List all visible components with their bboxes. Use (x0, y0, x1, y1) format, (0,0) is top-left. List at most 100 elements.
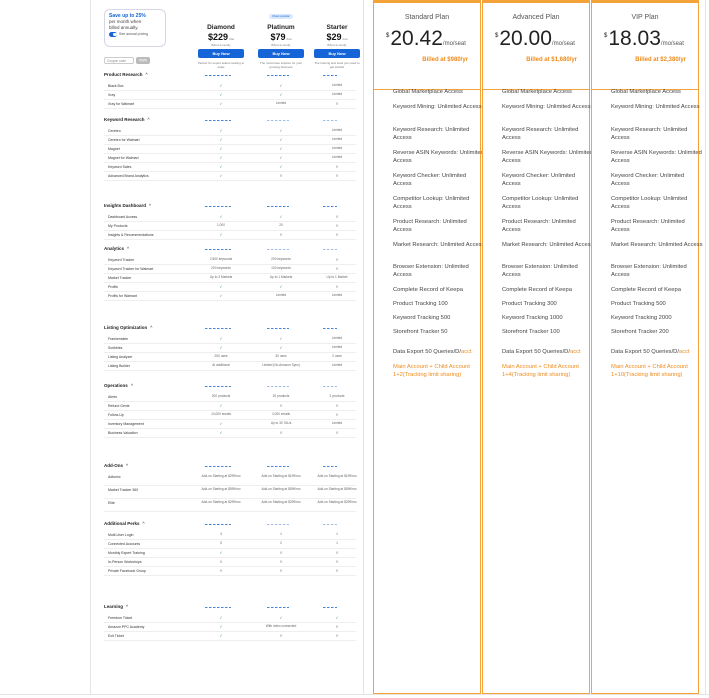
cell-value: Add-on Starting at $299/mo (201, 473, 241, 478)
section-header-3[interactable]: Analytics ^ (104, 246, 356, 251)
table-row: Listing Analyzer 250 uses 30 uses 2 uses (104, 353, 356, 362)
feature-item: Keyword Tracking 1000 (502, 315, 563, 321)
feature-item: Keyword Checker: Unlimited Access (611, 173, 685, 187)
table-row: Inventory Management ✓ Up to 30 TAUs Limite… (104, 420, 356, 429)
feature-item: Keyword Checker: Unlimited Access (502, 173, 576, 187)
currency-symbol: $ (604, 33, 608, 39)
price-value: 20.42 (390, 27, 443, 50)
price-unit: /mo/seat (551, 41, 575, 47)
account-item: Main Account + Child Account 1+4(Trackin… (502, 364, 579, 378)
section-header-5[interactable]: Operations ^ (104, 383, 356, 388)
check-icon: ✓ (219, 292, 223, 298)
promo-title: Save up to 25% (109, 13, 146, 19)
buy-now-button[interactable]: Buy Now (258, 49, 304, 58)
cross-icon: ✕ (279, 549, 283, 555)
check-icon: ✓ (219, 82, 223, 88)
check-icon: ✓ (279, 91, 283, 97)
feature-item: Keyword Mining: Unlimited Access (611, 104, 700, 110)
tier-bar (205, 607, 231, 609)
chevron-up-icon[interactable]: ^ (149, 203, 152, 208)
section-header-1[interactable]: Keyword Research ^ (104, 117, 356, 122)
check-icon: ✓ (219, 420, 223, 426)
cross-icon: ✕ (279, 231, 283, 237)
feature-item: Product Tracking 100 (393, 301, 448, 307)
feature-item: Product Research: Unlimited Access (611, 219, 685, 233)
cell-value: Add-on Starting at $299/mo (261, 499, 301, 504)
buy-now-button[interactable]: Buy Now (314, 49, 360, 58)
check-icon: ✓ (219, 172, 223, 178)
cell-value: Limited (331, 136, 343, 141)
account-item: Main Account + Child Account 1+2(Trackin… (393, 364, 470, 378)
feature-item: Keyword Research: Unlimited Access (502, 127, 579, 141)
cross-icon: ✕ (335, 411, 339, 417)
section-title: Analytics (104, 246, 125, 251)
toggle-switch-icon[interactable] (109, 32, 117, 37)
account-item: Main Account + Child Account 1+10(Tracki… (611, 364, 688, 378)
chevron-up-icon[interactable]: ^ (150, 325, 153, 330)
section-header-8[interactable]: Learning ^ (104, 604, 356, 609)
cell-value: 20 products (272, 393, 290, 398)
section-header-6[interactable]: Add-Ons ^ (104, 463, 356, 468)
section-header-7[interactable]: Additional Perks ^ (104, 521, 356, 526)
section-header-0[interactable]: Product Research ^ (104, 72, 356, 77)
section-header-2[interactable]: Insights Dashboard ^ (104, 203, 356, 208)
cell-value: Limited (331, 127, 343, 132)
feature-item: Reverse ASIN Keywords: Unlimited Access (393, 150, 484, 164)
table-row: Amazon PPC Academy ✓ With video connected ✕ (104, 623, 356, 632)
tier-bar (267, 249, 289, 251)
price-value: $229 (207, 32, 228, 42)
feature-label: Frankenstein (108, 337, 129, 341)
check-icon: ✓ (279, 213, 283, 219)
cell-value: 1 (336, 540, 338, 545)
cell-value: Add-on Starting at $599/mo (261, 486, 301, 491)
cell-value: Add-on Starting at $199/mo (317, 473, 357, 478)
feature-item: Reverse ASIN Keywords: Unlimited Access (502, 150, 593, 164)
chevron-up-icon[interactable]: ^ (142, 521, 145, 526)
cell-value: 1,000 (217, 222, 225, 227)
cell-value: Limited (275, 100, 287, 105)
chevron-up-icon[interactable]: ^ (130, 383, 133, 388)
section-title: Product Research (104, 72, 143, 77)
cell-value: 1 (336, 531, 338, 536)
price-unit: /mo/seat (660, 41, 684, 47)
apply-button[interactable]: Apply (136, 57, 150, 64)
feature-label: Listing Builder (108, 364, 130, 368)
check-icon: ✓ (219, 91, 223, 97)
feature-label: Profits (108, 285, 118, 289)
feature-item: Browser Extension: Unlimited Access (611, 264, 687, 278)
chevron-up-icon[interactable]: ^ (145, 72, 148, 77)
check-icon: ✓ (279, 136, 283, 142)
tier-bar (267, 120, 289, 122)
feature-label: Elite (108, 501, 115, 505)
check-icon: ✓ (219, 335, 223, 341)
buy-now-button[interactable]: Buy Now (198, 49, 244, 58)
cross-icon: ✕ (335, 100, 339, 106)
tier-bar (267, 466, 289, 468)
section-title: Add-Ons (104, 463, 123, 468)
table-row: Scribbles ✓ ✓ Limited (104, 344, 356, 353)
chevron-up-icon[interactable]: ^ (126, 463, 129, 468)
feature-label: Listing Analyzer (108, 355, 133, 359)
feature-label: Magnet for Walmart (108, 156, 139, 160)
feature-item: Market Research: Unlimited Access (502, 242, 594, 248)
feature-item: Competitor Lookup: Unlimited Access (611, 196, 688, 210)
cross-icon: ✕ (279, 567, 283, 573)
coupon-form: Coupon code Apply (104, 57, 150, 64)
chevron-up-icon[interactable]: ^ (147, 117, 150, 122)
table-row: Market Tracker Up to 3 Markets Up to 1 Mar… (104, 274, 356, 283)
section-header-4[interactable]: Listing Optimization ^ (104, 325, 356, 330)
annual-toggle[interactable]: See annual pricing (109, 32, 161, 37)
currency-symbol: $ (386, 33, 390, 39)
price-unit: /mo/seat (442, 41, 466, 47)
coupon-input[interactable]: Coupon code (104, 57, 134, 64)
tier-bar (323, 328, 337, 330)
cell-value: Limited (331, 154, 343, 159)
chevron-up-icon[interactable]: ^ (127, 246, 130, 251)
chevron-up-icon[interactable]: ^ (126, 604, 129, 609)
feature-label: Business Valuation (108, 431, 138, 435)
check-icon: ✓ (279, 335, 283, 341)
check-icon: ✓ (219, 154, 223, 160)
export-text: Data Export 50 Queries/D/ (393, 349, 461, 355)
feature-label: Adtomic (108, 475, 121, 479)
plan-price: $18.03/mo/seat (592, 28, 698, 55)
